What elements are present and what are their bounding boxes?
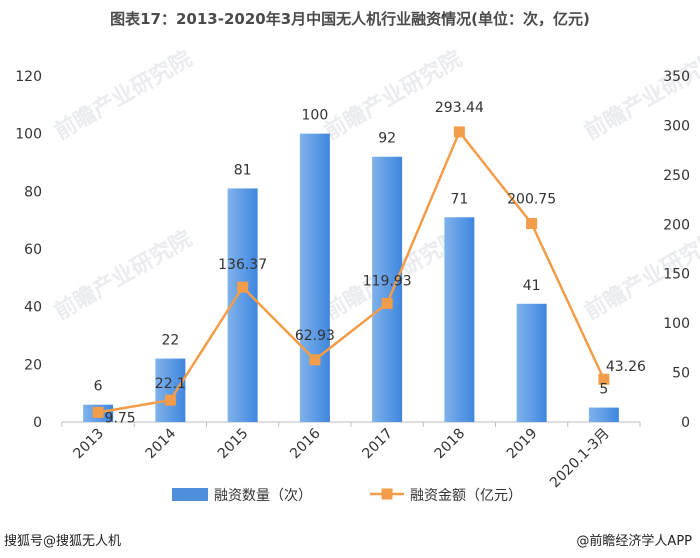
y-right-tick-label: 0 — [681, 415, 690, 431]
bar-financing-count — [227, 188, 258, 422]
bar-value-label: 6 — [94, 379, 103, 395]
bar-financing-count — [372, 156, 403, 422]
x-tick-label: 2015 — [215, 426, 252, 463]
line-point-marker — [237, 281, 249, 293]
bar-value-label: 71 — [450, 191, 468, 207]
line-value-label: 200.75 — [507, 192, 556, 208]
line-point-marker — [164, 394, 176, 406]
x-tick-label: 2018 — [432, 426, 469, 463]
x-tick-label: 2014 — [143, 425, 180, 462]
y-left-tick-label: 80 — [24, 184, 42, 200]
line-value-label: 22.1 — [155, 376, 186, 392]
bar-financing-count — [444, 217, 475, 422]
y-left-tick-label: 100 — [15, 127, 42, 143]
legend-swatch-marker — [381, 488, 393, 500]
bar-value-label: 41 — [523, 278, 541, 294]
line-value-label: 136.37 — [218, 257, 267, 273]
footer-source: 搜狐号@搜狐无人机 — [4, 534, 122, 549]
y-right-tick-label: 250 — [663, 168, 690, 184]
bar-financing-count — [516, 303, 547, 422]
y-left-tick-label: 20 — [24, 357, 42, 373]
legend-label-line: 融资金额（亿元） — [410, 488, 522, 504]
x-tick-label: 2013 — [70, 426, 107, 463]
line-financing-amount — [97, 129, 606, 414]
bar-value-label: 5 — [599, 382, 608, 398]
y-left-tick-label: 40 — [24, 300, 42, 316]
bar-value-label: 100 — [302, 108, 329, 124]
watermark-text: 前瞻产业研究院 — [50, 46, 196, 146]
chart-title: 图表17：2013-2020年3月中国无人机行业融资情况(单位：次，亿元) — [110, 10, 590, 28]
x-tick-label: 2017 — [359, 426, 396, 463]
y-right-tick-label: 200 — [663, 217, 690, 233]
bar-value-label: 22 — [161, 333, 179, 349]
legend-swatch-bar — [172, 488, 208, 501]
bar-financing-count — [588, 407, 619, 422]
y-right-tick-label: 300 — [663, 118, 690, 134]
y-right-tick-label: 150 — [663, 267, 690, 283]
line-point-marker — [92, 406, 104, 418]
bar-value-label: 81 — [234, 162, 252, 178]
y-right-tick-label: 350 — [663, 69, 690, 85]
line-point-marker — [309, 354, 321, 366]
footer-brand: @前瞻经济学人APP — [576, 534, 692, 549]
line-value-label: 62.93 — [295, 328, 335, 344]
bar-value-label: 92 — [378, 131, 396, 147]
line-value-label: 43.26 — [606, 359, 646, 375]
line-value-label: 9.75 — [105, 410, 136, 426]
x-tick-label: 2020.1-3月 — [547, 426, 613, 492]
line-value-label: 119.93 — [363, 273, 412, 289]
y-left-tick-label: 60 — [24, 242, 42, 258]
y-left-tick-label: 120 — [15, 69, 42, 85]
line-point-marker — [598, 373, 610, 385]
y-right-tick-label: 100 — [663, 316, 690, 332]
x-tick-label: 2016 — [287, 425, 324, 462]
line-value-label: 293.44 — [435, 100, 484, 116]
line-point-marker — [381, 297, 393, 309]
bar-financing-count — [155, 358, 186, 422]
y-right-tick-label: 50 — [672, 366, 690, 382]
line-point-marker — [453, 126, 465, 138]
x-tick-label: 2019 — [504, 426, 541, 463]
line-point-marker — [526, 218, 538, 230]
watermark-text: 前瞻产业研究院 — [50, 226, 196, 326]
bar-financing-count — [299, 133, 330, 422]
legend-label-bar: 融资数量（次） — [214, 488, 312, 504]
y-left-tick-label: 0 — [33, 415, 42, 431]
